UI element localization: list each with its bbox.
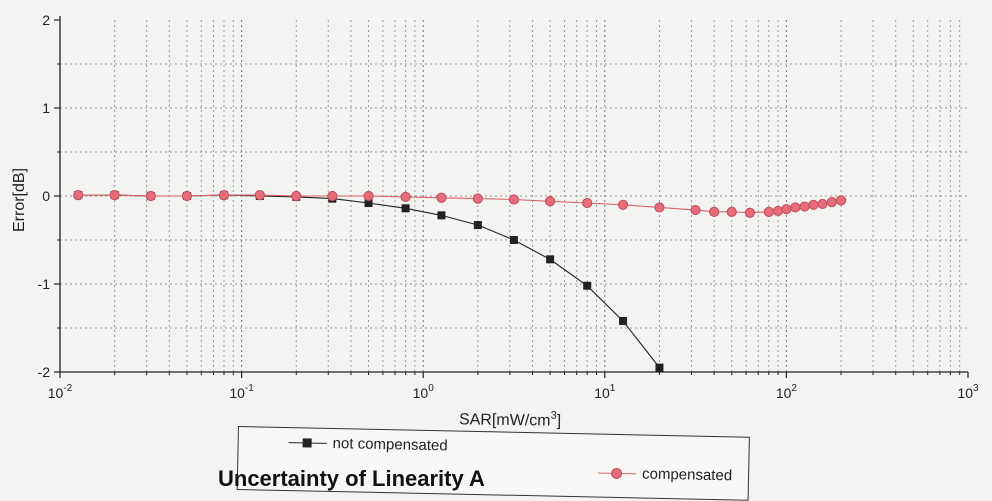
- x-tick-label: 10-2: [48, 383, 73, 401]
- chart-title: Uncertainty of Linearity A: [218, 466, 485, 492]
- data-point: [583, 198, 592, 207]
- data-point: [437, 211, 445, 219]
- data-point: [710, 207, 719, 216]
- data-point: [328, 191, 337, 200]
- axes: 210-1-210-2 10-1 100 101 102 103: [38, 12, 979, 401]
- data-point: [364, 191, 373, 200]
- y-tick-label: 2: [42, 12, 50, 28]
- data-point: [583, 282, 591, 290]
- data-point: [510, 236, 518, 244]
- circle-marker-icon: [598, 467, 636, 480]
- data-point: [655, 364, 663, 372]
- data-point: [782, 205, 791, 214]
- square-marker-icon: [289, 437, 327, 450]
- x-tick-label: 100: [413, 383, 435, 401]
- series-compensated: [74, 191, 846, 218]
- legend-label: compensated: [642, 465, 732, 484]
- data-point: [655, 203, 664, 212]
- legend-item-not-compensated: not compensated: [288, 434, 447, 454]
- data-point: [791, 203, 800, 212]
- data-point: [691, 205, 700, 214]
- data-point: [474, 221, 482, 229]
- x-axis-label: SAR[mW/cm3]: [459, 408, 561, 429]
- x-tick-label: 10-1: [229, 383, 254, 401]
- data-point: [110, 191, 119, 200]
- data-point: [402, 204, 410, 212]
- data-point: [618, 200, 627, 209]
- data-point: [727, 207, 736, 216]
- data-point: [827, 198, 836, 207]
- x-tick-label: 101: [594, 383, 616, 401]
- data-point: [619, 317, 627, 325]
- data-point: [219, 191, 228, 200]
- data-point: [818, 199, 827, 208]
- data-point: [836, 196, 845, 205]
- data-point: [401, 192, 410, 201]
- data-point: [146, 191, 155, 200]
- x-tick-label: 103: [957, 383, 979, 401]
- data-point: [437, 193, 446, 202]
- x-tick-label: 102: [776, 383, 798, 401]
- y-tick-label: -1: [38, 276, 51, 292]
- legend-label: not compensated: [332, 435, 447, 454]
- data-point: [182, 191, 191, 200]
- data-point: [255, 191, 264, 200]
- data-point: [509, 195, 518, 204]
- data-point: [473, 194, 482, 203]
- data-point: [745, 208, 754, 217]
- data-point: [773, 206, 782, 215]
- series-layer: [74, 191, 846, 372]
- data-point: [764, 207, 773, 216]
- data-point: [546, 255, 554, 263]
- y-tick-label: 1: [42, 100, 50, 116]
- series-line: [78, 195, 841, 213]
- data-point: [74, 191, 83, 200]
- y-axis-label: Error[dB]: [11, 168, 28, 232]
- data-point: [546, 197, 555, 206]
- data-point: [800, 202, 809, 211]
- legend-item-compensated: compensated: [598, 465, 732, 485]
- y-tick-label: -2: [38, 364, 51, 380]
- data-point: [809, 200, 818, 209]
- data-point: [292, 191, 301, 200]
- y-tick-label: 0: [42, 188, 50, 204]
